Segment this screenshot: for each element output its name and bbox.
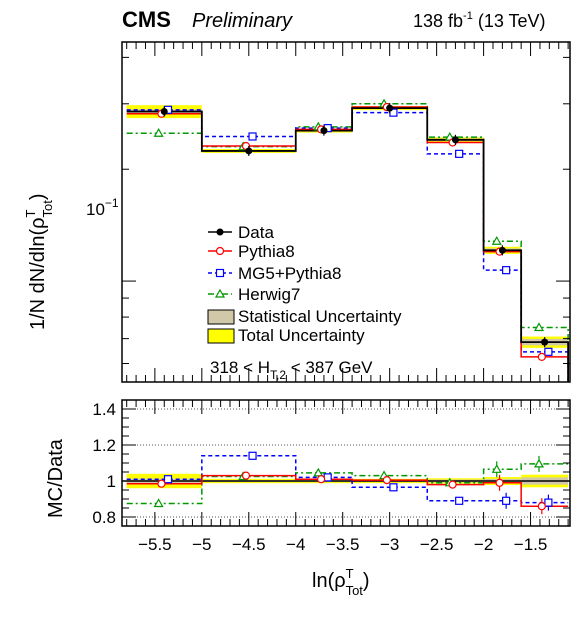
data-point: [451, 136, 459, 144]
herwig7-ratio-histogram: [126, 463, 569, 505]
data-point: [541, 338, 549, 346]
x-tick-label: −5.5: [138, 535, 172, 554]
herwig7-ratio-point: [491, 464, 502, 473]
x-tick-label: −1.5: [514, 535, 548, 554]
mg5-pythia8-ratio-point: [163, 475, 173, 484]
x-axis-label: ln(ρT Tot): [312, 566, 370, 598]
legend: Data Pythia8 MG5+Pythia8 Herwig7 Statist…: [207, 223, 402, 345]
pythia8-ratio-point: [241, 471, 251, 480]
svg-text:MG5+Pythia8: MG5+Pythia8: [238, 264, 341, 283]
main-histograms: [126, 103, 570, 382]
main-y-tick-label: 10−1: [86, 196, 119, 219]
mg5-pythia8-ratio-point: [323, 473, 332, 482]
ratio-y-tick-label: 1.4: [92, 400, 116, 419]
lumi-label: 138 fb-1 (13 TeV): [413, 10, 546, 31]
mg5-pythia8-ratio-point: [455, 496, 464, 505]
data-point: [160, 108, 168, 116]
svg-text:Statistical Uncertainty: Statistical Uncertainty: [238, 307, 402, 326]
data-point: [498, 246, 506, 254]
legend-total-uncertainty: Total Uncertainty: [207, 326, 365, 345]
ratio-y-tick-label: 1.2: [92, 436, 116, 455]
herwig7-ratio-point: [153, 498, 164, 508]
main-ticks: [122, 42, 570, 382]
ratio-panel: 0.8 1 1.2 1.4 MC/Data: [45, 399, 571, 527]
x-tick-label: −3: [380, 535, 399, 554]
x-tick-labels: −5.5 −5 −4.5 −4 −3.5 −3 −2.5 −2 −1.5: [138, 535, 547, 554]
mg5-pythia8-point: [248, 132, 257, 141]
x-tick-label: −5: [192, 535, 211, 554]
mg5-pythia8-point: [502, 266, 511, 275]
pythia8-ratio-point: [448, 480, 457, 489]
svg-text:Herwig7: Herwig7: [238, 285, 300, 304]
pythia8-ratio-point: [382, 476, 391, 485]
ratio-y-axis-label: MC/Data: [45, 438, 67, 518]
legend-stat-uncertainty: Statistical Uncertainty: [207, 307, 402, 326]
svg-text:Total Uncertainty: Total Uncertainty: [238, 326, 365, 345]
pythia8-ratio-point: [537, 502, 546, 511]
cms-label: CMS: [122, 7, 171, 32]
mg5-pythia8-ratio-point: [544, 498, 553, 507]
phase-space-annotation: 318 < HT,2 < 387 GeV: [210, 358, 373, 382]
data-histogram: [126, 107, 570, 382]
pythia8-point: [537, 352, 546, 362]
x-tick-label: −2: [474, 535, 493, 554]
ratio-frame: [121, 399, 571, 527]
ratio-y-tick-label: 0.8: [92, 508, 116, 527]
x-tick-label: −4.5: [232, 535, 266, 554]
data-point: [245, 147, 253, 155]
lumi-value: 138 fb: [413, 11, 463, 31]
ratio-ticks: 0.8 1 1.2 1.4: [92, 400, 570, 527]
svg-text:Data: Data: [238, 223, 274, 242]
mg5-pythia8-ratio-point: [248, 451, 257, 460]
x-tick-label: −4: [286, 535, 305, 554]
pythia8-ratio-point: [157, 479, 166, 488]
data-point: [386, 104, 394, 112]
legend-pythia8: Pythia8: [208, 242, 295, 261]
main-frame: [121, 41, 571, 383]
mg5-pythia8-ratio-point: [502, 496, 511, 505]
preliminary-label: Preliminary: [192, 10, 293, 32]
herwig7-point: [533, 322, 545, 332]
svg-text:Pythia8: Pythia8: [238, 242, 295, 261]
herwig7-ratio-point: [313, 467, 324, 477]
energy-label: (13 TeV): [473, 11, 546, 31]
lumi-exponent: -1: [463, 10, 473, 22]
legend-herwig7: Herwig7: [208, 285, 300, 304]
main-y-axis-label: 1/N dN/dln(ρT Tot): [23, 194, 55, 331]
pythia8-ratio-point: [495, 478, 504, 487]
herwig7-point: [153, 128, 164, 137]
legend-mg5-pythia8: MG5+Pythia8: [208, 264, 341, 283]
legend-data: Data: [208, 223, 274, 242]
x-tick-label: −3.5: [326, 535, 360, 554]
x-tick-label: −2.5: [420, 535, 454, 554]
ratio-y-tick-label: 1: [107, 472, 116, 491]
mg5-pythia8-point: [544, 347, 553, 356]
main-markers: [153, 98, 553, 362]
data-point: [320, 127, 328, 135]
mg5-pythia8-point: [455, 149, 464, 158]
pythia8-ratio-point: [317, 475, 326, 484]
mg5-pythia8-ratio-point: [389, 483, 398, 492]
main-panel: 10−1 1/N dN/dln(ρT Tot) Data Pythia8 MG5+…: [23, 41, 571, 383]
herwig7-point: [491, 236, 502, 245]
ratio-markers: [153, 451, 553, 515]
herwig7-ratio-point: [533, 458, 545, 468]
